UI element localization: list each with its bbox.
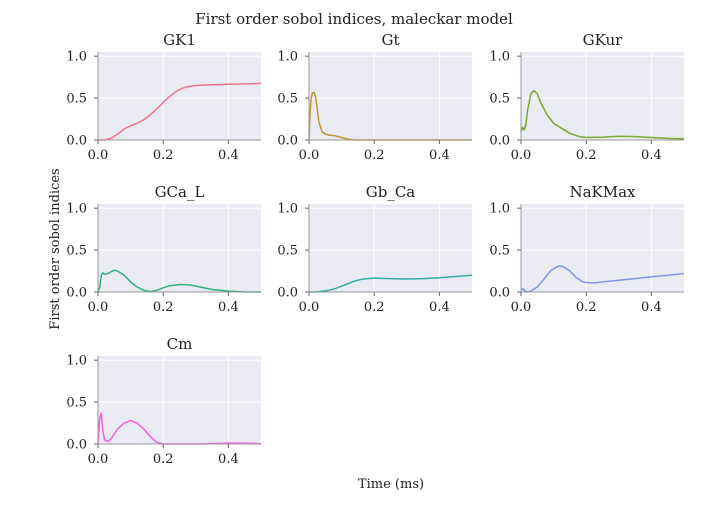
subplot-title-gk1: GK1 (163, 31, 196, 49)
x-tick-label: 0.4 (429, 148, 450, 163)
y-tick-label: 0.0 (277, 134, 298, 149)
x-tick-label: 0.0 (299, 300, 320, 315)
figure-title: First order sobol indices, maleckar mode… (195, 10, 513, 28)
x-tick-label: 0.2 (153, 300, 174, 315)
x-tick-label: 0.0 (511, 300, 532, 315)
x-axis-label: Time (ms) (358, 477, 424, 492)
y-tick-label: 0.0 (277, 286, 298, 301)
plot-area (309, 52, 472, 140)
x-tick-label: 0.0 (511, 148, 532, 163)
y-tick-label: 1.0 (489, 50, 510, 65)
y-tick-label: 0.0 (489, 134, 510, 149)
series-line-gb-ca (309, 274, 473, 293)
y-axis-label: First order sobol indices (48, 168, 63, 329)
subplot-gt: 0.0 0.2 0.4 0.0 0.5 1.0 Gt (277, 31, 472, 163)
series-line-gkur (520, 89, 685, 140)
x-tick-label: 0.2 (364, 300, 385, 315)
y-tick-label: 0.0 (489, 286, 510, 301)
subplot-gkur: 0.0 0.2 0.4 0.0 0.5 1.0 GKur (489, 31, 685, 163)
plot-area (98, 204, 261, 292)
subplot-title-cm: Cm (167, 335, 193, 353)
y-tick-label: 0.5 (277, 92, 298, 107)
subplots: 0.0 0.2 0.4 0.0 0.5 1.0 GK1 0.0 0.2 0.4 0.0 0.5 1.0 G… (66, 31, 685, 467)
y-tick-label: 0.5 (66, 396, 87, 411)
y-tick-label: 1.0 (66, 354, 87, 369)
y-tick-label: 1.0 (489, 202, 510, 217)
plot-area (521, 204, 684, 292)
y-tick-label: 0.5 (489, 92, 510, 107)
series-line-gca-l (97, 269, 261, 293)
x-tick-label: 0.0 (299, 148, 320, 163)
plot-area (521, 52, 684, 140)
subplot-title-gca-l: GCa_L (155, 183, 205, 201)
x-tick-label: 0.4 (218, 300, 239, 315)
y-tick-label: 1.0 (277, 50, 298, 65)
y-tick-label: 0.5 (66, 92, 87, 107)
x-tick-label: 0.0 (88, 148, 109, 163)
x-tick-label: 0.4 (641, 300, 662, 315)
x-tick-label: 0.2 (576, 148, 597, 163)
x-tick-label: 0.0 (88, 452, 109, 467)
x-tick-label: 0.2 (153, 452, 174, 467)
subplot-title-gb-ca: Gb_Ca (366, 183, 416, 201)
x-tick-label: 0.2 (364, 148, 385, 163)
x-tick-label: 0.4 (218, 148, 239, 163)
y-tick-label: 1.0 (277, 202, 298, 217)
x-tick-label: 0.0 (88, 300, 109, 315)
subplot-nakmax: 0.0 0.2 0.4 0.0 0.5 1.0 NaKMax (489, 183, 685, 315)
plot-area (98, 356, 261, 444)
x-tick-label: 0.4 (218, 452, 239, 467)
y-tick-label: 1.0 (66, 50, 87, 65)
y-tick-label: 0.5 (66, 244, 87, 259)
subplot-gk1: 0.0 0.2 0.4 0.0 0.5 1.0 GK1 (66, 31, 262, 163)
plot-area (98, 52, 261, 140)
series-line-gk1 (98, 82, 262, 141)
subplot-cm: 0.0 0.2 0.4 0.0 0.5 1.0 Cm (66, 335, 262, 467)
x-tick-label: 0.4 (641, 148, 662, 163)
x-tick-label: 0.2 (153, 148, 174, 163)
subplot-title-nakmax: NaKMax (569, 183, 636, 201)
subplot-title-gt: Gt (381, 31, 399, 49)
subplot-gb-ca: 0.0 0.2 0.4 0.0 0.5 1.0 Gb_Ca (277, 183, 473, 315)
y-tick-label: 1.0 (66, 202, 87, 217)
subplot-gca-l: 0.0 0.2 0.4 0.0 0.5 1.0 GCa_L (66, 183, 261, 315)
y-tick-label: 0.5 (489, 244, 510, 259)
y-tick-label: 0.0 (66, 286, 87, 301)
y-tick-label: 0.0 (66, 438, 87, 453)
subplot-title-gkur: GKur (583, 31, 624, 49)
y-tick-label: 0.0 (66, 134, 87, 149)
x-tick-label: 0.2 (576, 300, 597, 315)
x-tick-label: 0.4 (429, 300, 450, 315)
y-tick-label: 0.5 (277, 244, 298, 259)
